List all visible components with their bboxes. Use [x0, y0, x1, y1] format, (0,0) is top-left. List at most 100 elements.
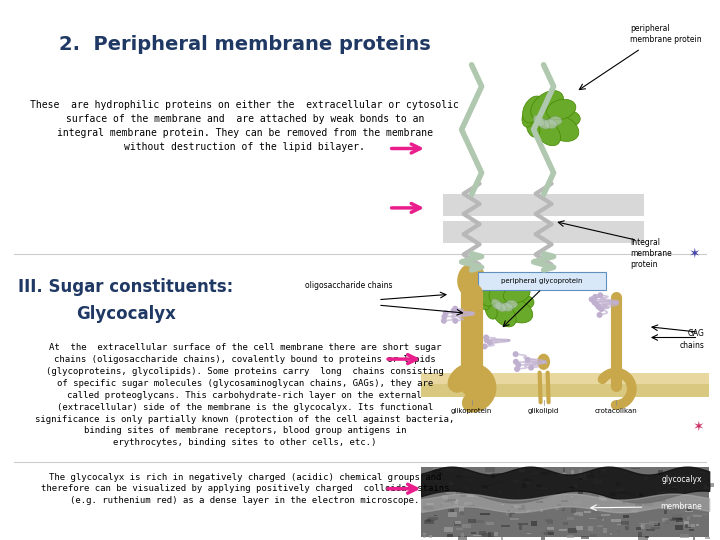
Bar	[703, 514, 707, 515]
Circle shape	[598, 306, 604, 312]
Bar	[516, 489, 522, 493]
Text: glycocalyx: glycocalyx	[662, 475, 702, 484]
Bar	[472, 494, 478, 497]
Bar	[602, 468, 608, 472]
Bar	[441, 504, 449, 507]
Bar	[672, 486, 678, 488]
Bar	[464, 486, 468, 490]
Ellipse shape	[457, 263, 486, 298]
Bar	[507, 510, 510, 512]
Bar	[609, 492, 617, 496]
Bar	[510, 505, 513, 508]
Ellipse shape	[534, 115, 544, 126]
Bar	[437, 472, 443, 475]
Bar	[618, 491, 629, 494]
Bar	[598, 471, 606, 474]
Bar	[421, 373, 709, 397]
Bar	[536, 484, 541, 487]
Bar	[541, 532, 548, 535]
Bar	[642, 524, 644, 529]
Text: membrane: membrane	[660, 502, 702, 511]
Bar	[426, 483, 434, 488]
Bar	[570, 496, 573, 497]
Bar	[573, 500, 580, 504]
Bar	[473, 506, 480, 509]
Bar	[566, 495, 570, 497]
Bar	[446, 491, 456, 495]
Bar	[571, 508, 576, 512]
Bar	[638, 504, 642, 505]
Bar	[629, 498, 633, 500]
Bar	[595, 517, 603, 518]
Ellipse shape	[503, 285, 530, 303]
Bar	[679, 520, 685, 523]
Bar	[672, 517, 682, 519]
Bar	[467, 495, 474, 497]
Bar	[543, 501, 548, 502]
Bar	[581, 506, 586, 507]
Bar	[447, 470, 452, 474]
Bar	[693, 515, 701, 517]
Bar	[514, 505, 521, 508]
Bar	[460, 507, 462, 508]
Bar	[555, 507, 559, 510]
Bar	[501, 537, 503, 540]
Bar	[482, 515, 488, 517]
Bar	[442, 495, 448, 500]
Bar	[444, 501, 451, 503]
Circle shape	[452, 318, 459, 324]
Bar	[622, 487, 626, 490]
Bar	[464, 502, 472, 505]
Bar	[471, 532, 476, 534]
Bar	[540, 472, 549, 475]
Text: crotacolikan: crotacolikan	[594, 408, 637, 414]
Bar	[559, 497, 565, 500]
Bar	[696, 524, 699, 526]
Bar	[668, 476, 671, 480]
Bar	[590, 472, 593, 477]
Bar	[572, 509, 577, 510]
Bar	[623, 500, 625, 504]
Bar	[456, 498, 458, 504]
Bar	[573, 515, 579, 516]
Bar	[670, 507, 672, 510]
Bar	[645, 536, 649, 537]
Bar	[624, 515, 629, 518]
Bar	[448, 500, 454, 502]
Bar	[584, 473, 591, 477]
Bar	[448, 512, 457, 517]
Circle shape	[589, 296, 595, 302]
Bar	[687, 516, 690, 521]
Ellipse shape	[510, 295, 534, 310]
Ellipse shape	[549, 117, 562, 125]
Bar	[534, 489, 539, 492]
Bar	[593, 511, 598, 513]
Bar	[501, 504, 504, 505]
Ellipse shape	[505, 300, 518, 308]
Bar	[514, 481, 519, 483]
Text: The glycocalyx is rich in negatively charged (acidic) chemical groups and
theref: The glycocalyx is rich in negatively cha…	[40, 472, 449, 505]
Bar	[684, 521, 689, 525]
Bar	[552, 496, 558, 499]
Bar	[522, 483, 526, 488]
Bar	[445, 468, 454, 472]
Bar	[663, 487, 669, 488]
Bar	[573, 484, 577, 488]
Bar	[704, 485, 711, 489]
Bar	[466, 480, 473, 481]
Bar	[454, 522, 461, 526]
Bar	[534, 491, 542, 494]
Circle shape	[443, 310, 449, 316]
Bar	[473, 535, 481, 536]
Bar	[683, 482, 688, 487]
Ellipse shape	[544, 115, 579, 141]
Circle shape	[441, 318, 447, 324]
Ellipse shape	[544, 119, 557, 129]
Bar	[571, 470, 575, 474]
Circle shape	[594, 302, 600, 308]
Bar	[518, 523, 528, 524]
Bar	[438, 489, 440, 491]
Bar	[690, 478, 698, 482]
Ellipse shape	[495, 302, 506, 312]
Bar	[700, 471, 706, 474]
